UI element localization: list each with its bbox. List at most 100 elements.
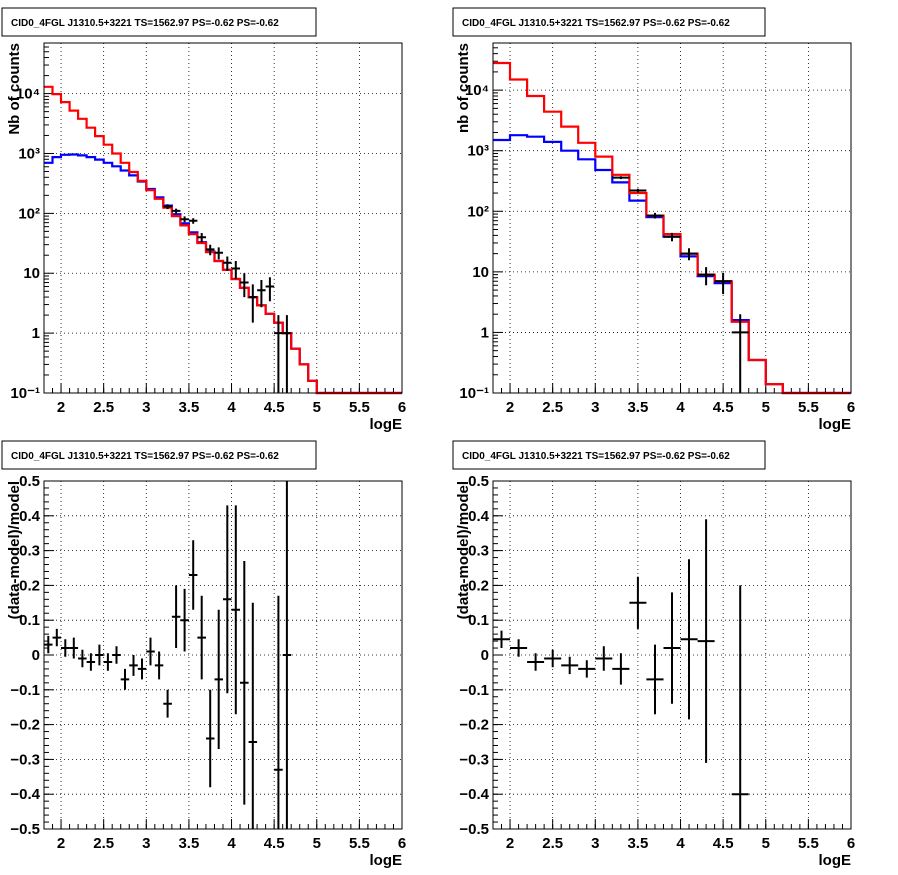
data-point: [248, 602, 258, 829]
x-tick-label: 2.5: [542, 835, 563, 852]
y-tick-label: 0.2: [19, 577, 40, 594]
data-point: [214, 247, 223, 260]
data-point: [214, 609, 223, 749]
x-tick-label: 4.5: [264, 835, 285, 852]
x-tick-label: 3: [142, 835, 150, 852]
data-point: [731, 314, 749, 393]
y-tick-label: 0.5: [468, 473, 489, 490]
data-point: [180, 588, 189, 652]
data-point: [146, 637, 155, 666]
x-axis-label: logE: [370, 416, 403, 433]
y-tick-label: −0.5: [459, 821, 489, 838]
x-tick-label: 2.5: [93, 399, 114, 416]
y-tick-label: −0.1: [10, 682, 40, 699]
title-box: [452, 440, 766, 470]
data-point: [61, 639, 70, 657]
title-box: [1, 7, 317, 37]
data-point: [78, 649, 87, 668]
data-point: [680, 248, 698, 261]
data-point: [163, 689, 172, 718]
x-tick-label: 5.5: [798, 399, 819, 416]
plot-title: CID0_4FGL J1310.5+3221 TS=1562.97 PS=-0.…: [11, 451, 279, 462]
y-tick-label: 0.5: [19, 473, 40, 490]
y-tick-label: −0.3: [10, 751, 40, 768]
y-tick-label: 10⁴: [16, 86, 40, 103]
x-tick-label: 4: [676, 399, 685, 416]
x-tick-label: 3: [142, 399, 150, 416]
y-tick-label: 0.3: [468, 543, 489, 560]
x-tick-label: 4.5: [264, 399, 285, 416]
y-tick-label: 0.1: [19, 612, 40, 629]
y-tick-label: 0.4: [19, 508, 41, 525]
data-point: [527, 653, 545, 671]
plot-title: CID0_4FGL J1310.5+3221 TS=1562.97 PS=-0.…: [11, 18, 279, 29]
data-point: [663, 232, 681, 242]
x-tick-label: 4.5: [713, 835, 734, 852]
y-tick-label: −0.1: [459, 682, 489, 699]
x-tick-label: 3.5: [178, 399, 199, 416]
x-tick-label: 4: [676, 835, 685, 852]
data-point: [646, 644, 664, 715]
data-point: [714, 272, 732, 295]
data-point: [197, 233, 206, 243]
data-point: [188, 540, 198, 610]
x-tick-label: 3.5: [627, 835, 648, 852]
data-point: [171, 585, 181, 648]
data-point: [231, 261, 240, 279]
plot-frame: [43, 42, 403, 394]
data-point: [731, 585, 749, 829]
x-tick-label: 6: [398, 835, 406, 852]
y-tick-label: 10³: [467, 143, 489, 160]
data-point: [206, 689, 215, 788]
source-model-histogram: [493, 134, 851, 395]
x-tick-label: 2: [57, 399, 65, 416]
y-tick-label: 1: [32, 325, 40, 342]
data-point: [612, 653, 630, 685]
x-tick-label: 3: [591, 399, 599, 416]
x-tick-label: 4.5: [713, 399, 734, 416]
data-point: [697, 267, 715, 286]
data-point: [629, 576, 647, 629]
x-tick-label: 2.5: [93, 835, 114, 852]
x-axis-label: logE: [370, 852, 403, 869]
y-tick-label: −0.4: [459, 786, 489, 803]
x-tick-label: 5: [762, 835, 770, 852]
y-tick-label: −0.4: [10, 786, 40, 803]
y-tick-label: 0.1: [468, 612, 489, 629]
data-point: [265, 277, 275, 302]
x-tick-label: 6: [398, 399, 406, 416]
y-tick-label: 0: [32, 647, 40, 664]
data-point: [282, 481, 292, 829]
data-point: [223, 256, 232, 271]
x-tick-label: 6: [847, 835, 855, 852]
data-point: [612, 176, 630, 180]
data-point: [129, 655, 138, 676]
data-point: [44, 635, 53, 654]
data-point: [274, 315, 283, 393]
panel-residuals-fine-binning: 2 2.5 3 3.5 4 4.5 5 5.5 6 −0.5 −0.4 −0.3 −0.2 −0.1 0 0.…: [1, 440, 406, 869]
plot-title: CID0_4FGL J1310.5+3221 TS=1562.97 PS=-0.…: [462, 451, 730, 462]
total-model-histogram: [44, 85, 402, 395]
x-tick-label: 5.5: [349, 835, 370, 852]
data-point: [240, 561, 249, 805]
data-point: [69, 637, 79, 659]
x-tick-label: 5.5: [349, 399, 370, 416]
y-tick-label: 10²: [18, 205, 40, 222]
title-box: [1, 440, 317, 470]
data-point: [629, 188, 647, 193]
x-tick-label: 5.5: [798, 835, 819, 852]
y-tick-label: 10³: [18, 145, 40, 162]
data-point: [680, 559, 698, 720]
data-point: [595, 646, 613, 671]
data-point: [188, 218, 198, 224]
data-point: [231, 505, 240, 715]
data-point: [282, 315, 292, 393]
data-point: [163, 204, 172, 210]
y-tick-label: 10: [23, 265, 40, 282]
x-tick-label: 2.5: [542, 399, 563, 416]
y-axis-label: (data-model)/model: [6, 481, 23, 619]
data-point: [561, 656, 579, 675]
y-tick-label: 10⁻¹: [459, 385, 489, 402]
y-tick-label: 10²: [467, 203, 489, 220]
